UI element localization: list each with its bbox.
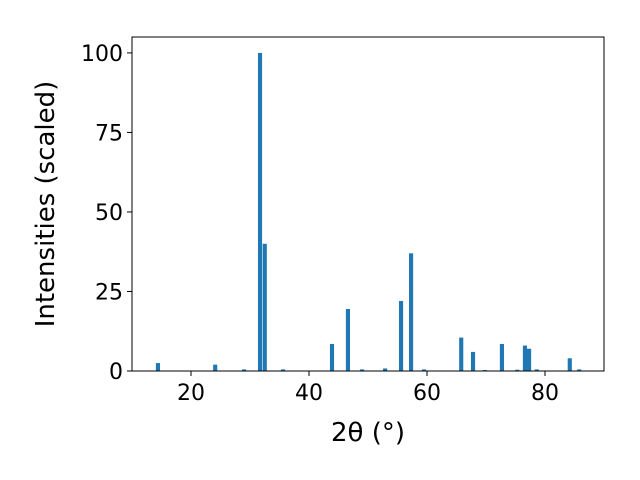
- bar: [470, 351, 476, 371]
- x-axis-label: 2θ (°): [331, 418, 405, 448]
- bar: [459, 337, 464, 371]
- bar: [329, 343, 335, 371]
- bar: [345, 308, 351, 371]
- bar: [280, 369, 286, 371]
- bar: [242, 369, 247, 371]
- y-tick-label: 50: [95, 201, 123, 226]
- y-tick-label: 25: [95, 280, 123, 305]
- y-tick-label: 75: [95, 121, 123, 146]
- bar: [527, 348, 532, 371]
- x-tick-label: 40: [295, 381, 323, 406]
- bar: [534, 369, 539, 371]
- bar: [213, 364, 218, 371]
- bar: [567, 358, 572, 371]
- bar: [360, 369, 365, 371]
- y-tick-label: 0: [109, 360, 123, 385]
- bar: [515, 369, 520, 371]
- bar: [499, 343, 504, 371]
- bar: [522, 345, 528, 371]
- y-tick-label: 100: [81, 42, 123, 67]
- plot-frame: [131, 36, 605, 372]
- x-tick-label: 80: [531, 381, 559, 406]
- bar: [398, 301, 404, 371]
- x-tick-label: 60: [413, 381, 441, 406]
- bar: [409, 253, 414, 371]
- bar: [257, 52, 263, 372]
- y-axis-label: Intensities (scaled): [31, 81, 61, 328]
- bar: [262, 243, 267, 371]
- bar: [155, 363, 161, 371]
- bar: [577, 369, 582, 371]
- x-tick-label: 20: [177, 381, 205, 406]
- bar: [421, 369, 427, 371]
- bar: [383, 368, 388, 371]
